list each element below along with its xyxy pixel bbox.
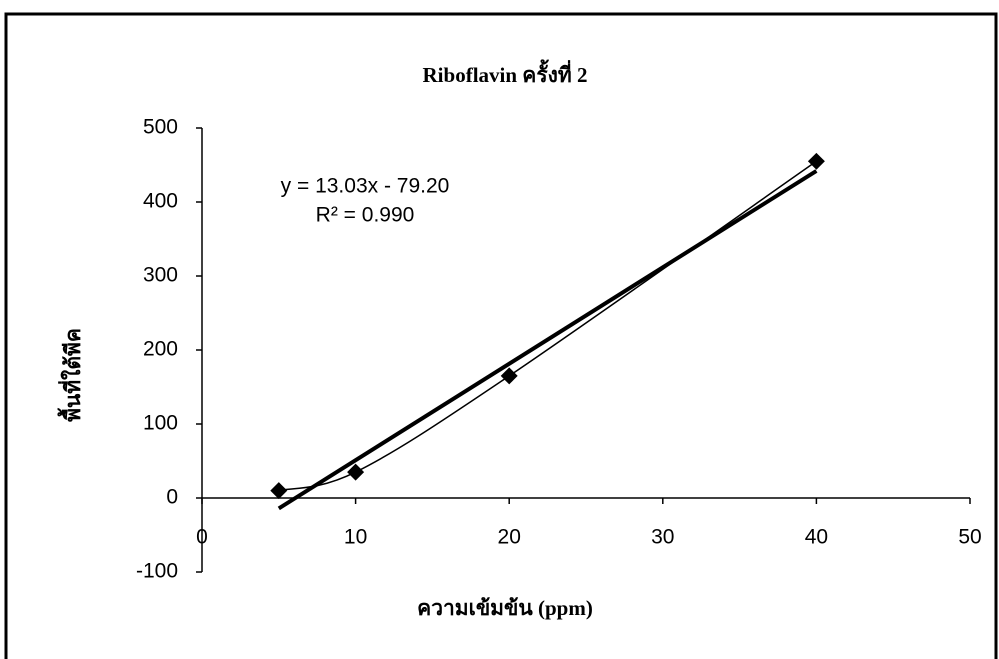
y-tick-label: 100 (143, 412, 178, 435)
x-tick-label: 10 (344, 526, 367, 549)
series-line (278, 160, 817, 492)
y-tick-label: 500 (143, 116, 178, 139)
chart-frame (4, 12, 998, 659)
x-tick-label: 0 (196, 526, 208, 549)
trendline (277, 169, 818, 511)
y-tick-label: 0 (166, 486, 178, 509)
x-tick-label: 40 (805, 526, 828, 549)
y-tick-label: 300 (143, 264, 178, 287)
x-tick-label: 30 (651, 526, 674, 549)
point (500, 367, 518, 385)
trend-equation: y = 13.03x - 79.20 (281, 175, 450, 198)
y-axis-label: พื้นที่ใต้พีค (57, 328, 85, 422)
point (807, 152, 825, 170)
trend-r2: R² = 0.990 (316, 204, 415, 227)
x-tick-label: 50 (958, 526, 981, 549)
point (347, 463, 365, 481)
point (270, 482, 288, 500)
y-tick-label: 200 (143, 338, 178, 361)
y-tick-label: 400 (143, 190, 178, 213)
x-axis-label: ความเข้มข้น (ppm) (417, 596, 593, 620)
y-tick-label: -100 (136, 560, 178, 583)
chart-title: Riboflavin ครั้งที่ 2 (423, 59, 588, 87)
x-tick-label: 20 (498, 526, 521, 549)
